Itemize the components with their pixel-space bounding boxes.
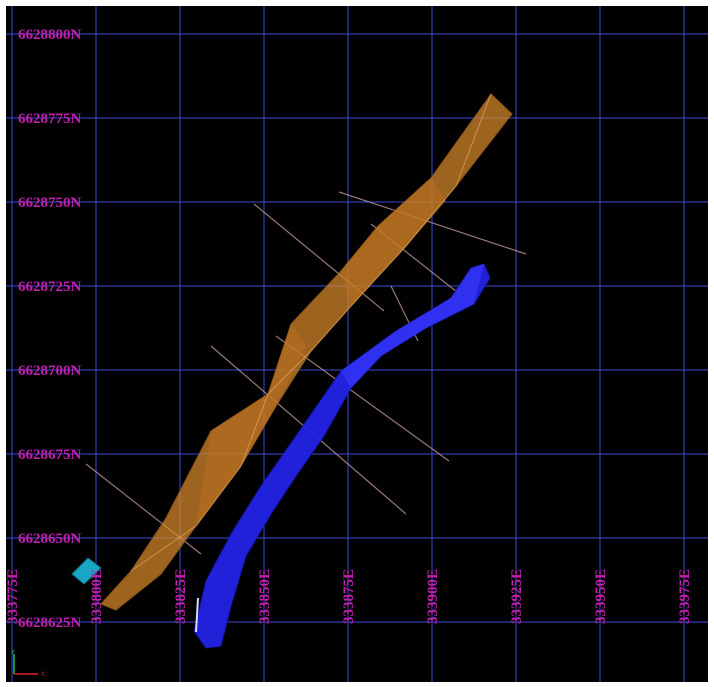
northing-label: 6628800N bbox=[18, 27, 82, 43]
northing-label: 6628625N bbox=[18, 615, 82, 631]
easting-label: 333800E bbox=[89, 569, 105, 624]
northing-grid bbox=[6, 33, 708, 623]
easting-label: 333900E bbox=[425, 569, 441, 624]
easting-label: 333950E bbox=[593, 569, 609, 624]
drillhole-trace[interactable] bbox=[338, 191, 527, 255]
northing-label: 6628700N bbox=[18, 363, 82, 379]
easting-label: 333975E bbox=[677, 569, 693, 624]
triad-y-label: Y bbox=[11, 650, 15, 656]
survey-marker[interactable] bbox=[71, 557, 102, 585]
scene-canvas[interactable]: 6628800N 6628775N 6628750N 6628725N 6628700N… bbox=[6, 6, 708, 682]
orange-orebody-solid[interactable] bbox=[100, 93, 513, 611]
easting-label: 333875E bbox=[341, 569, 357, 624]
northing-label: 6628675N bbox=[18, 447, 82, 463]
easting-label: 333775E bbox=[6, 569, 21, 624]
easting-label: 333850E bbox=[257, 569, 273, 624]
drillhole-traces bbox=[85, 191, 527, 555]
easting-labels: 333775E 333800E 333825E 333850E 333875E 33390… bbox=[6, 569, 693, 624]
axis-triad: Y X bbox=[11, 650, 45, 678]
blue-orebody-solid[interactable] bbox=[193, 263, 491, 649]
easting-label: 333825E bbox=[173, 569, 189, 624]
easting-label: 333925E bbox=[509, 569, 525, 624]
northing-label: 6628650N bbox=[18, 531, 82, 547]
3d-viewport[interactable]: 6628800N 6628775N 6628750N 6628725N 6628700N… bbox=[6, 6, 708, 682]
northing-label: 6628775N bbox=[18, 111, 82, 127]
northing-label: 6628750N bbox=[18, 195, 82, 211]
northing-labels: 6628800N 6628775N 6628750N 6628725N 6628700N… bbox=[18, 27, 82, 631]
northing-label: 6628725N bbox=[18, 279, 82, 295]
triad-x-label: X bbox=[41, 672, 45, 678]
